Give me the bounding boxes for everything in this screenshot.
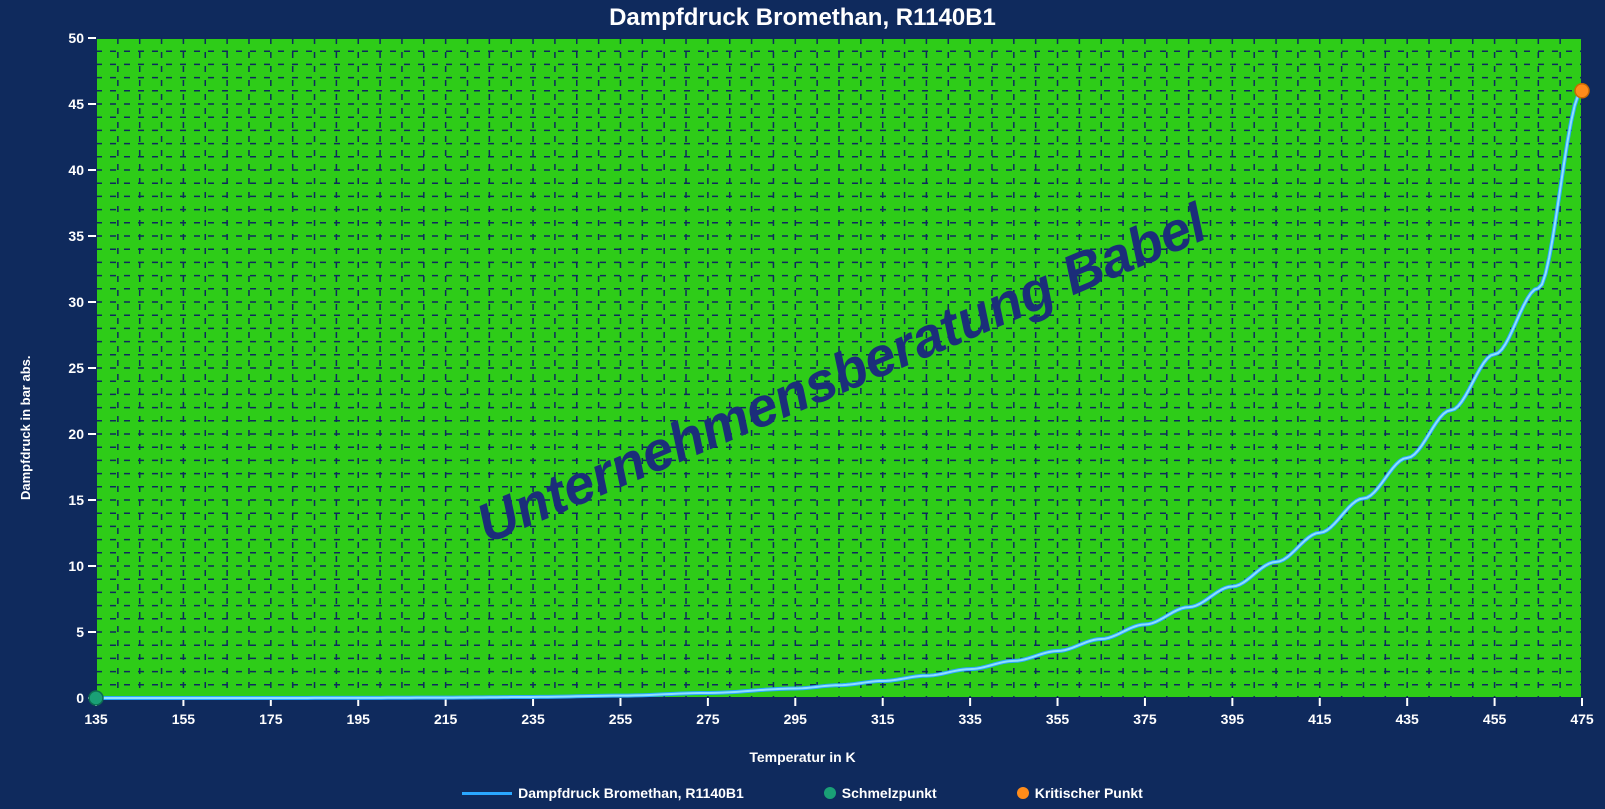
y-tick-label: 10 [68, 558, 84, 574]
x-tick-label: 215 [434, 711, 458, 727]
chart-container: Dampfdruck Bromethan, R1140B1 Dampfdruck… [0, 0, 1605, 809]
x-tick-label: 355 [1046, 711, 1070, 727]
y-tick-label: 5 [76, 624, 84, 640]
x-tick-label: 435 [1395, 711, 1419, 727]
legend-label-schmelzpunkt: Schmelzpunkt [842, 785, 937, 801]
legend-item-kritischer: Kritischer Punkt [1017, 785, 1143, 801]
y-tick-label: 15 [68, 492, 84, 508]
x-tick-label: 395 [1221, 711, 1245, 727]
legend-line-icon [462, 792, 512, 795]
legend-item-series: Dampfdruck Bromethan, R1140B1 [462, 785, 744, 801]
y-tick-label: 25 [68, 360, 84, 376]
x-tick-label: 475 [1570, 711, 1594, 727]
x-tick-label: 315 [871, 711, 895, 727]
marker-schmelzpunkt [89, 691, 103, 705]
x-tick-label: 455 [1483, 711, 1507, 727]
marker-kritischer-punkt [1575, 84, 1589, 98]
legend-label-kritischer: Kritischer Punkt [1035, 785, 1143, 801]
x-tick-label: 255 [609, 711, 633, 727]
x-tick-label: 335 [958, 711, 982, 727]
x-tick-label: 155 [172, 711, 196, 727]
y-tick-label: 0 [76, 690, 84, 706]
x-tick-label: 375 [1133, 711, 1157, 727]
x-tick-label: 275 [696, 711, 720, 727]
chart-plot: Unternehmensberatung Babel13515517519521… [0, 0, 1605, 809]
y-tick-label: 45 [68, 96, 84, 112]
legend-dot-kritischer-icon [1017, 787, 1029, 799]
x-tick-label: 235 [521, 711, 545, 727]
x-tick-label: 175 [259, 711, 283, 727]
x-tick-label: 295 [784, 711, 808, 727]
y-tick-label: 40 [68, 162, 84, 178]
x-tick-label: 195 [347, 711, 371, 727]
legend-item-schmelzpunkt: Schmelzpunkt [824, 785, 937, 801]
legend-dot-schmelzpunkt-icon [824, 787, 836, 799]
y-tick-label: 30 [68, 294, 84, 310]
legend: Dampfdruck Bromethan, R1140B1 Schmelzpun… [0, 785, 1605, 801]
x-tick-label: 415 [1308, 711, 1332, 727]
y-tick-label: 20 [68, 426, 84, 442]
legend-label-series: Dampfdruck Bromethan, R1140B1 [518, 785, 744, 801]
y-tick-label: 35 [68, 228, 84, 244]
x-tick-label: 135 [84, 711, 108, 727]
y-tick-label: 50 [68, 30, 84, 46]
